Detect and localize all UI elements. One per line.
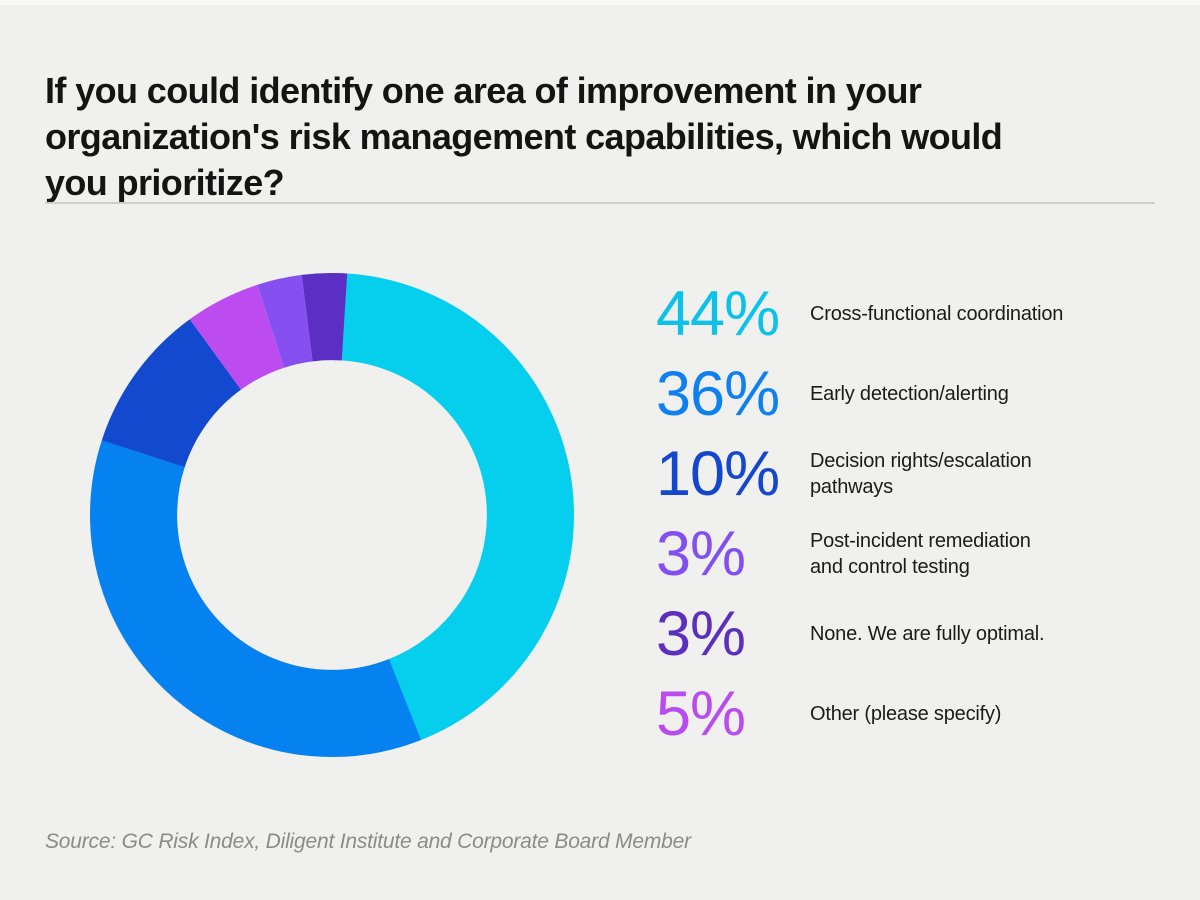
legend-label: Other (please specify) [810,703,1002,725]
legend-item: 3% Post-incident remediation and control … [656,514,1146,594]
legend-percentage: 3% [656,599,746,669]
legend-item: 5% Other (please specify) [656,674,1146,754]
legend-item: 10% Decision rights/escalation pathways [656,434,1146,514]
top-strip [0,0,1200,5]
legend-percentage: 44% [656,279,780,349]
legend-label: Decision rights/escalation pathways [810,450,1032,498]
legend-item: 3% None. We are fully optimal. [656,594,1146,674]
legend-label: None. We are fully optimal. [810,623,1045,645]
legend-item: 36% Early detection/alerting [656,354,1146,434]
title-divider [45,202,1155,204]
legend-percentage: 10% [656,439,780,509]
donut-segment-6 [90,273,574,757]
source-attribution: Source: GC Risk Index, Diligent Institut… [45,830,691,853]
legend-label: Cross-functional coordination [810,303,1064,325]
legend-label: Post-incident remediation and control te… [810,530,1031,578]
donut-segment-4 [90,273,574,757]
legend-percentage: 5% [656,679,746,749]
legend-item: 44% Cross-functional coordination [656,274,1146,354]
donut-chart [90,273,574,757]
donut-segment-2 [90,273,574,757]
legend-percentage: 3% [656,519,746,589]
legend-label: Early detection/alerting [810,383,1009,405]
legend: 44% Cross-functional coordination 36% Early… [656,274,1146,754]
legend-percentage: 36% [656,359,780,429]
page-title: If you could identify one area of improv… [45,70,1003,204]
donut-segment-5 [90,273,574,757]
